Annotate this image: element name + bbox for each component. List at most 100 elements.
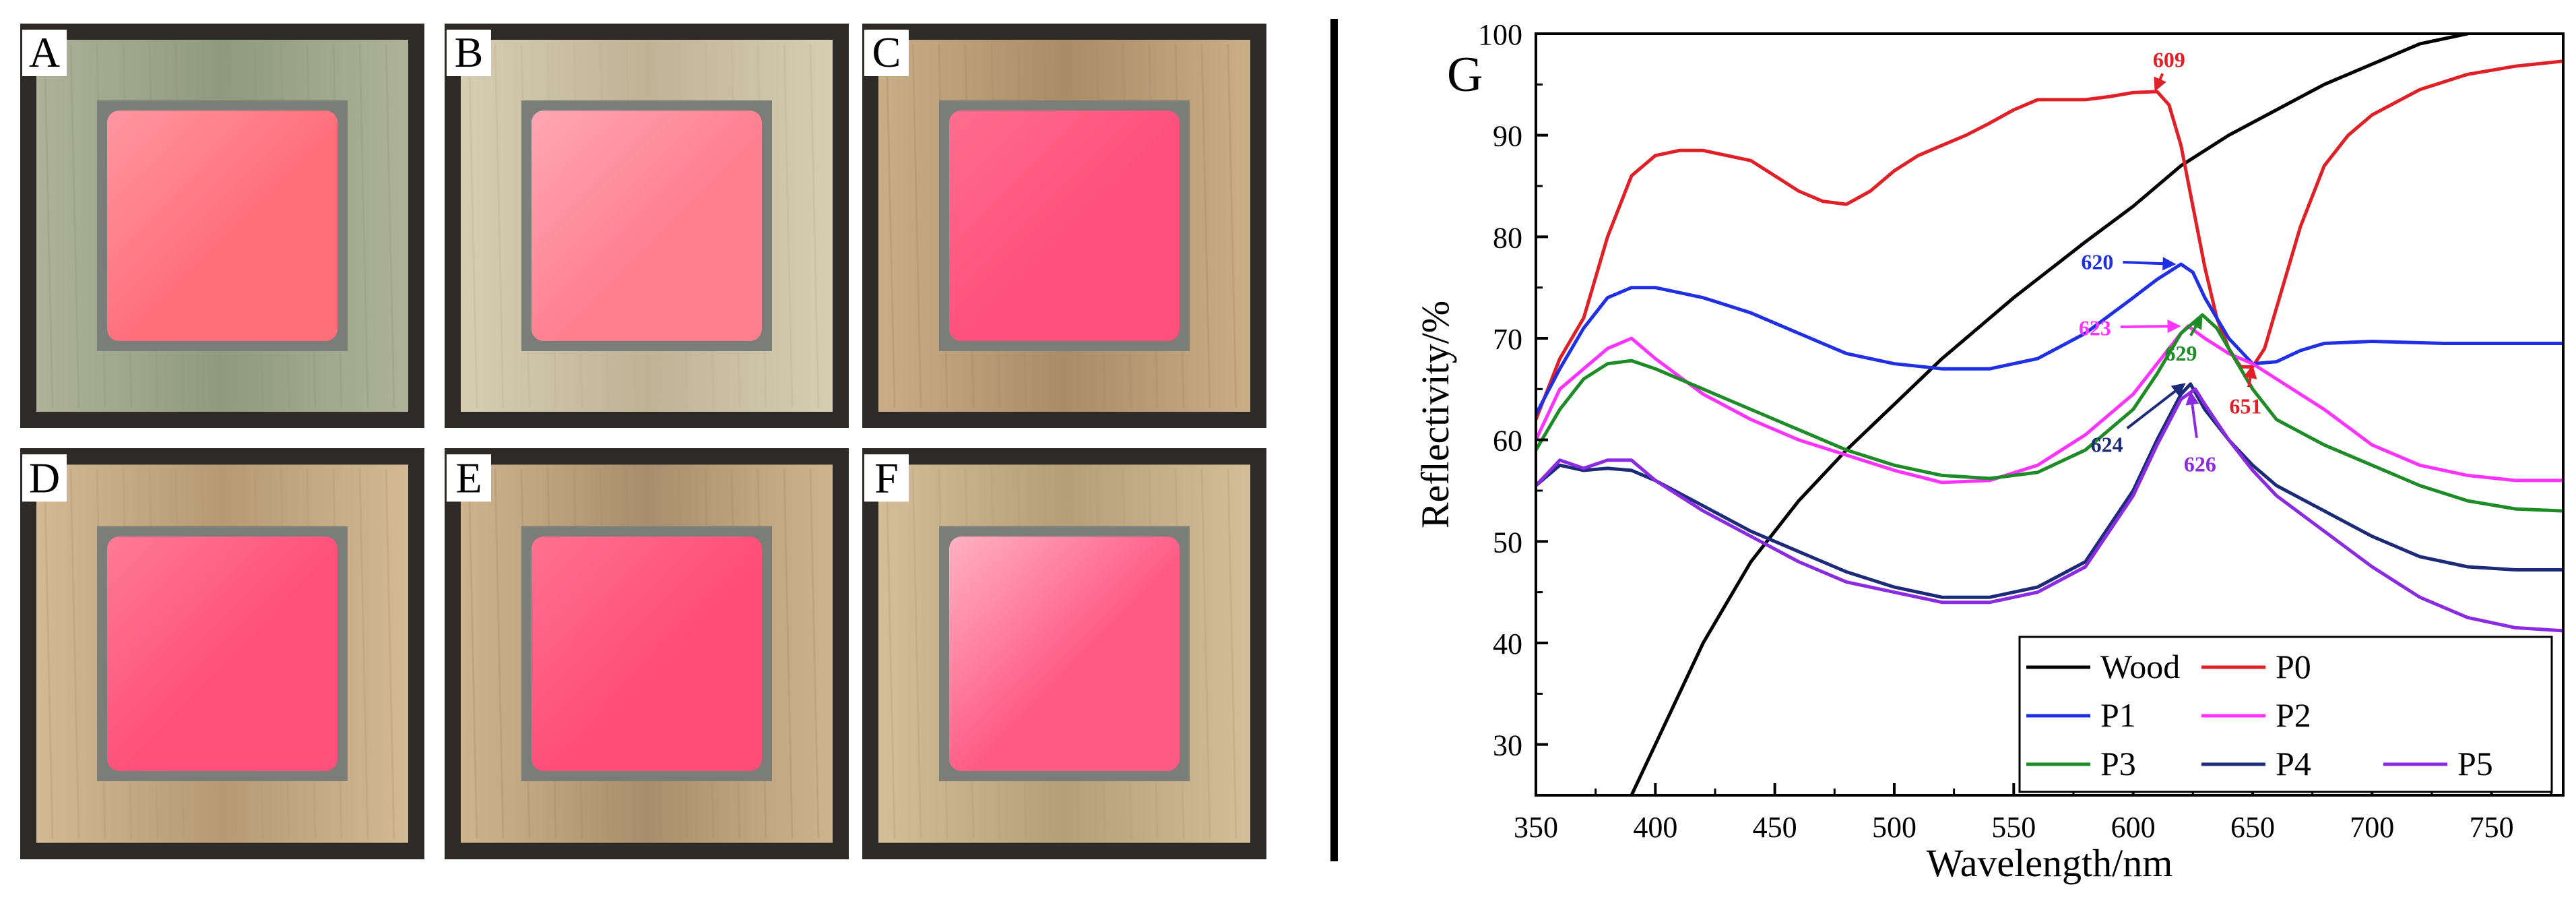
panel-label: F bbox=[874, 454, 899, 501]
panel-label-box bbox=[447, 30, 491, 76]
photonic-crystal-coating bbox=[949, 111, 1180, 341]
annotation-label-609: 609 bbox=[2153, 48, 2185, 72]
annotation-arrowhead-624 bbox=[2170, 383, 2186, 397]
y-tick-label: 80 bbox=[1493, 221, 1522, 254]
photo-panel-e: E bbox=[445, 448, 849, 859]
annotation-arrowhead-629 bbox=[2189, 315, 2203, 330]
reflectivity-chart: G 350 400 450 500 550 600 650 700 750 30 40 50 60 70 80… bbox=[1413, 18, 2565, 885]
series-line-p3 bbox=[1536, 313, 2563, 513]
wood-grain bbox=[783, 468, 794, 839]
series-line-p4 bbox=[1536, 382, 2563, 599]
wood-grain bbox=[69, 43, 80, 408]
plot-frame bbox=[1535, 32, 2565, 797]
photo-e: E bbox=[445, 448, 849, 859]
legend-label-p5: P5 bbox=[2457, 745, 2493, 782]
wood-grain bbox=[494, 43, 505, 408]
x-tick-label: 700 bbox=[2350, 811, 2394, 844]
photo-c: C bbox=[862, 24, 1266, 428]
annotation-arrowhead-609 bbox=[2154, 76, 2166, 92]
wood-grain bbox=[358, 43, 369, 408]
annotation-arrowhead-620 bbox=[2162, 257, 2177, 271]
panel-label-box bbox=[864, 30, 909, 76]
x-tick-label: 350 bbox=[1514, 811, 1558, 844]
panel-label: B bbox=[455, 28, 484, 76]
wood-grain bbox=[911, 468, 922, 839]
photo-d: D bbox=[20, 448, 424, 859]
photonic-crystal-coating bbox=[107, 111, 337, 341]
series-line-p1 bbox=[1536, 262, 2563, 417]
wood-grain bbox=[1227, 468, 1237, 839]
annotation-label-620: 620 bbox=[2081, 249, 2113, 274]
legend-label-p1: P1 bbox=[2100, 696, 2136, 734]
panel-label-box bbox=[22, 454, 67, 502]
legend-box bbox=[2018, 636, 2553, 793]
photo-panel-c: C bbox=[862, 24, 1266, 428]
chart-label: G bbox=[1447, 47, 1483, 102]
y-tick-label: 100 bbox=[1478, 18, 1522, 51]
x-tick-label: 750 bbox=[2470, 811, 2514, 844]
annotation-label-626: 626 bbox=[2184, 452, 2216, 476]
legend-label-p3: P3 bbox=[2100, 745, 2136, 782]
photo-b: B bbox=[445, 24, 849, 428]
wood-grain bbox=[43, 468, 54, 839]
annotation-label-629: 629 bbox=[2165, 341, 2197, 365]
wood-grain bbox=[1200, 43, 1211, 408]
legend-label-p4: P4 bbox=[2276, 745, 2311, 782]
photo-panel-f: F bbox=[862, 448, 1266, 859]
wood-grain bbox=[385, 43, 395, 408]
annotation-arrow-624 bbox=[2126, 386, 2181, 430]
annotation-label-623: 623 bbox=[2079, 315, 2111, 340]
photo-f: F bbox=[862, 448, 1266, 859]
wood-grain bbox=[1227, 43, 1237, 408]
photo-panel-b: B bbox=[445, 24, 849, 428]
panel-label: A bbox=[29, 28, 60, 76]
legend-label-p2: P2 bbox=[2276, 696, 2311, 734]
photonic-crystal-coating bbox=[107, 536, 337, 771]
photonic-crystal-coating bbox=[532, 111, 762, 341]
series-line-p0 bbox=[1536, 59, 2563, 421]
series-line-wood bbox=[1630, 34, 2470, 795]
y-tick-label: 30 bbox=[1493, 729, 1522, 762]
annotation-label-624: 624 bbox=[2091, 433, 2123, 457]
wood-grain bbox=[885, 43, 896, 408]
y-axis-label: Reflectivity/% bbox=[1413, 301, 1457, 528]
wood-grain bbox=[468, 468, 478, 839]
photo-panel-d: D bbox=[20, 448, 424, 859]
wood-grain bbox=[358, 468, 369, 839]
x-tick-label: 550 bbox=[1991, 811, 2036, 844]
panel-label-box bbox=[864, 454, 909, 502]
photonic-crystal-coating bbox=[532, 536, 762, 771]
photo-panel-a: A bbox=[20, 24, 424, 428]
panel-label: C bbox=[872, 28, 901, 76]
wood-grain bbox=[885, 468, 896, 839]
photonic-crystal-coating bbox=[949, 536, 1180, 771]
panel-label-box bbox=[447, 454, 491, 502]
wood-grain bbox=[783, 43, 794, 408]
wood-grain bbox=[69, 468, 80, 839]
y-tick-label: 40 bbox=[1493, 627, 1522, 660]
panel-divider bbox=[1330, 19, 1338, 861]
x-tick-label: 600 bbox=[2111, 811, 2156, 844]
y-tick-label: 70 bbox=[1493, 323, 1522, 356]
annotation-label-651: 651 bbox=[2229, 394, 2261, 418]
series-line-p5 bbox=[1536, 387, 2563, 633]
x-tick-label: 400 bbox=[1633, 811, 1677, 844]
wood-grain bbox=[43, 43, 54, 408]
series-line-p2 bbox=[1536, 324, 2563, 485]
x-tick-label: 500 bbox=[1872, 811, 1917, 844]
panel-label: D bbox=[29, 454, 60, 501]
wood-grain bbox=[468, 43, 478, 408]
wood-grain bbox=[809, 468, 820, 839]
x-axis-label: Wavelength/nm bbox=[1927, 841, 2173, 885]
photo-a: A bbox=[20, 24, 424, 428]
annotation-arrowhead-623 bbox=[2167, 319, 2181, 334]
wood-grain bbox=[385, 468, 395, 839]
annotation-arrow-623 bbox=[2120, 325, 2175, 328]
wood-grain bbox=[809, 43, 820, 408]
y-tick-label: 50 bbox=[1493, 526, 1522, 559]
y-tick-label: 90 bbox=[1493, 120, 1522, 153]
panel-label-box bbox=[22, 30, 67, 76]
wood-grain bbox=[494, 468, 505, 839]
legend-label-p0: P0 bbox=[2276, 648, 2311, 685]
y-tick-label: 60 bbox=[1493, 425, 1522, 458]
